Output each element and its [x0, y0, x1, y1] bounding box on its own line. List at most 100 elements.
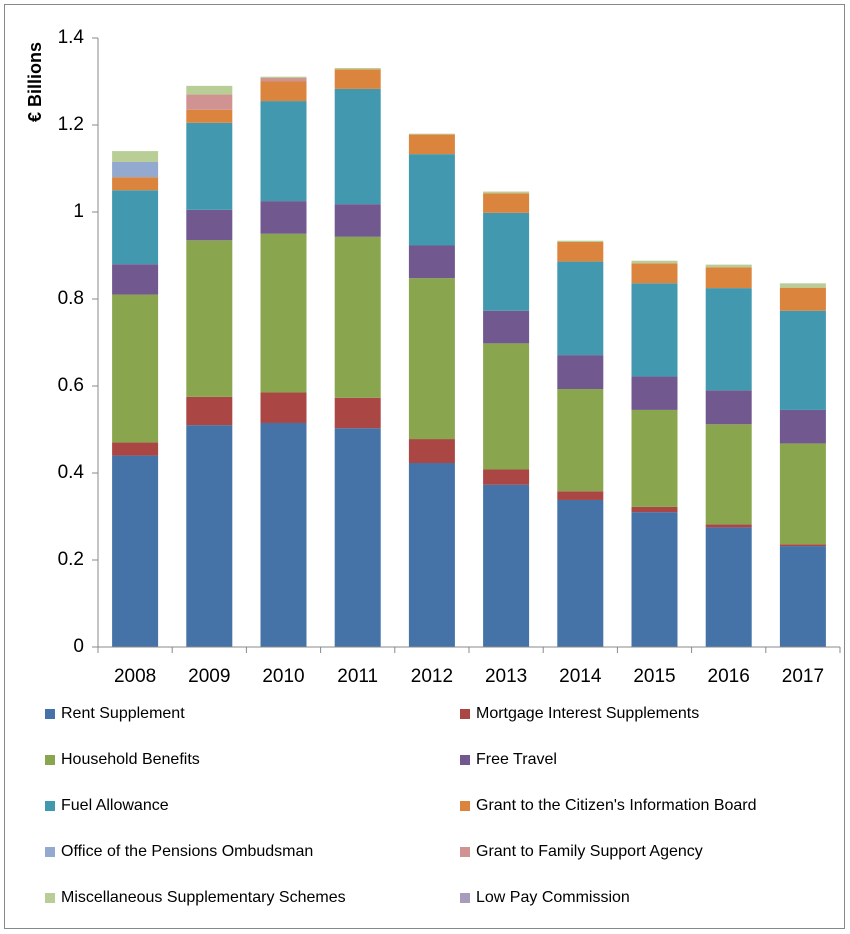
- bar-segment: [186, 209, 233, 241]
- x-tick-label: 2014: [559, 666, 602, 687]
- legend-label: Office of the Pensions Ombudsman: [61, 843, 313, 860]
- legend-label: Household Benefits: [61, 751, 200, 768]
- bar-segment: [631, 512, 678, 647]
- bar-segment: [483, 212, 530, 311]
- legend-swatch: [45, 755, 55, 765]
- y-tick-label: 0.6: [58, 375, 84, 396]
- bar-segment: [112, 455, 159, 647]
- legend-swatch: [460, 893, 470, 903]
- bar-segment: [112, 442, 159, 456]
- bar-segment: [483, 343, 530, 470]
- legend-swatch: [45, 801, 55, 811]
- y-tick-label: 0: [73, 636, 84, 657]
- x-tick-label: 2016: [708, 666, 750, 687]
- bar-segment: [112, 294, 159, 443]
- legend-label: Fuel Allowance: [61, 797, 169, 814]
- y-tick-label: 0.8: [58, 288, 84, 309]
- bar-segment: [334, 68, 381, 70]
- x-tick-label: 2009: [188, 666, 230, 687]
- legend-label: Grant to the Citizen's Information Board: [476, 797, 757, 814]
- bar-segment: [260, 422, 307, 647]
- bar-segment: [260, 78, 307, 82]
- bar-segment: [631, 376, 678, 410]
- bar-segment: [186, 425, 233, 647]
- bar-segment: [408, 462, 455, 647]
- bar-segment: [705, 524, 752, 528]
- bar-segment: [631, 409, 678, 507]
- bar-segment: [408, 154, 455, 246]
- bar-segment: [779, 409, 826, 444]
- bar-segment: [186, 122, 233, 210]
- bar-segment: [260, 101, 307, 202]
- bar-segment: [260, 392, 307, 423]
- legend-swatch: [45, 709, 55, 719]
- bar-segment: [112, 151, 159, 162]
- bar-segment: [779, 544, 826, 547]
- bar-segment: [334, 428, 381, 647]
- bar-segment: [334, 397, 381, 429]
- bar-segment: [408, 278, 455, 440]
- y-tick-label: 1.4: [58, 27, 85, 48]
- bar-segment: [779, 546, 826, 647]
- bar-segment: [186, 240, 233, 397]
- x-tick-label: 2013: [485, 666, 527, 687]
- x-tick-label: 2010: [262, 666, 304, 687]
- x-tick-label: 2008: [114, 666, 156, 687]
- bar-segment: [334, 204, 381, 237]
- bar-segment: [557, 355, 604, 390]
- bar-segment: [408, 245, 455, 279]
- bar-segment: [260, 81, 307, 102]
- x-tick-label: 2011: [337, 666, 378, 687]
- bar-segment: [631, 263, 678, 284]
- legend-label: Free Travel: [476, 751, 557, 768]
- bar-segment: [779, 443, 826, 545]
- legend-swatch: [45, 847, 55, 857]
- y-tick-label: 1.2: [58, 114, 84, 135]
- x-tick-label: 2017: [782, 666, 824, 687]
- bar-segment: [557, 261, 604, 356]
- bar-segment: [483, 193, 530, 213]
- bar-segment: [483, 191, 530, 194]
- bar-segment: [557, 240, 604, 243]
- bar-segment: [779, 283, 826, 288]
- y-tick-label: 0.2: [58, 549, 84, 570]
- bar-segment: [260, 76, 307, 79]
- x-tick-label: 2012: [411, 666, 453, 687]
- bar-segment: [334, 236, 381, 398]
- y-tick-label: 0.4: [58, 462, 85, 483]
- bar-segment: [483, 484, 530, 647]
- bar-segment: [705, 264, 752, 268]
- bar-segment: [112, 177, 159, 191]
- bar-segment: [408, 133, 455, 135]
- bar-segment: [334, 69, 381, 89]
- bar-segment: [186, 109, 233, 123]
- legend-swatch: [460, 801, 470, 811]
- bar-segment: [260, 201, 307, 234]
- bar-segment: [631, 506, 678, 513]
- bar-segment: [705, 288, 752, 391]
- bar-segment: [779, 287, 826, 311]
- bar-segment: [631, 260, 678, 264]
- bar-segment: [483, 469, 530, 485]
- legend-swatch: [460, 709, 470, 719]
- bar-segment: [186, 94, 233, 110]
- bar-segment: [557, 499, 604, 647]
- legend-swatch: [45, 893, 55, 903]
- bar-segment: [186, 396, 233, 426]
- legend-swatch: [460, 847, 470, 857]
- legend-label: Grant to Family Support Agency: [476, 843, 703, 860]
- bar-segment: [334, 88, 381, 205]
- bar-segment: [705, 424, 752, 525]
- bar-segment: [112, 161, 159, 178]
- legend-label: Low Pay Commission: [476, 889, 630, 906]
- bar-segment: [483, 310, 530, 344]
- bar-segment: [557, 242, 604, 262]
- legend-label: Rent Supplement: [61, 705, 185, 722]
- bar-segment: [408, 134, 455, 155]
- bar-segment: [260, 233, 307, 393]
- legend-label: Mortgage Interest Supplements: [476, 705, 699, 722]
- bar-segment: [705, 390, 752, 425]
- bar-segment: [408, 439, 455, 463]
- x-tick-label: 2015: [633, 666, 675, 687]
